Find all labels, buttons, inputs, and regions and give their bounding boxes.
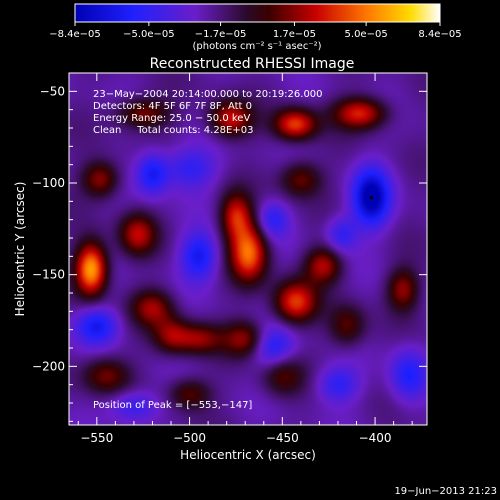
colorbar-tick-label: 8.4e−05 — [418, 29, 461, 40]
x-tick-label: −450 — [266, 431, 299, 445]
colorbar-tick-label: −1.7e−05 — [195, 29, 247, 40]
footer-timestamp: 19−Jun−2013 21:23 — [394, 486, 497, 497]
y-tick-label: −100 — [32, 176, 65, 190]
peak-marker — [369, 195, 374, 200]
x-tick-label: −400 — [359, 431, 392, 445]
plot-frame — [68, 72, 428, 426]
colorbar-tick-labels: −8.4e−05 −5.0e−05 −1.7e−05 1.7e−05 5.0e−05 8.… — [49, 29, 461, 40]
x-axis-ticks: −550 −500 −450 −400 — [77, 73, 413, 445]
heatmap-image — [69, 73, 427, 425]
colorbar-ticks — [74, 22, 441, 26]
y-tick-label: −200 — [32, 359, 65, 373]
x-tick-label: −500 — [173, 431, 206, 445]
y-axis-label: Heliocentric Y (arcsec) — [13, 182, 27, 317]
colorbar-unit-label: (photons cm⁻² s⁻¹ asec⁻²) — [192, 41, 321, 52]
annotation-detectors: Detectors: 4F 5F 6F 7F 8F, Att 0 — [93, 101, 252, 112]
x-tick-label: −550 — [80, 431, 113, 445]
annotation-time-range: 23−May−2004 20:14:00.000 to 20:19:26.000 — [93, 89, 323, 100]
colorbar-tick-label: −8.4e−05 — [49, 29, 101, 40]
y-axis-ticks: −50 −100 −150 −200 — [32, 72, 427, 422]
peak-position-label: Position of Peak = [−553,−147] — [93, 400, 252, 411]
annotation-clean-counts: Clean Total counts: 4.28E+03 — [93, 125, 253, 136]
colorbar — [74, 3, 441, 23]
colorbar-tick-label: 5.0e−05 — [345, 29, 388, 40]
chart-title: Reconstructed RHESSI Image — [150, 56, 355, 72]
x-axis-label: Heliocentric X (arcsec) — [180, 448, 316, 462]
colorbar-tick-label: 1.7e−05 — [273, 29, 316, 40]
colorbar-tick-label: −5.0e−05 — [123, 29, 175, 40]
y-tick-label: −150 — [32, 268, 65, 282]
annotation-energy-range: Energy Range: 25.0 − 50.0 keV — [93, 113, 250, 124]
y-tick-label: −50 — [40, 84, 65, 98]
